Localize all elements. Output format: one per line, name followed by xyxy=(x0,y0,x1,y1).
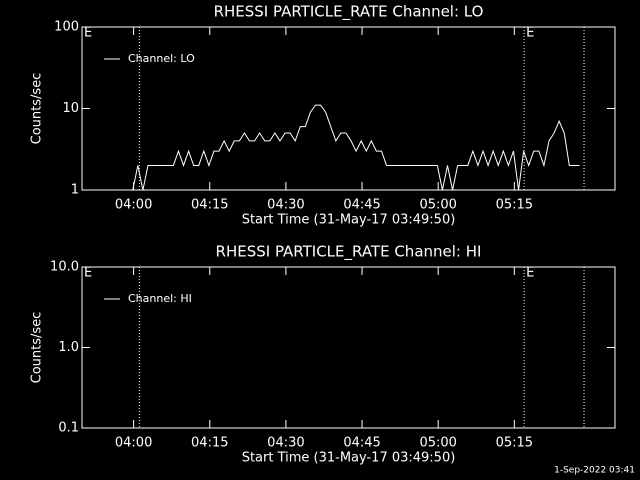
y-tick-label: 1.0 xyxy=(58,340,79,355)
x-axis-label: Start Time (31-May-17 03:49:50) xyxy=(242,213,456,228)
x-tick-label: 04:00 xyxy=(115,436,152,451)
x-tick-label: 04:45 xyxy=(343,436,380,451)
x-tick-label: 04:30 xyxy=(267,198,304,213)
y-tick-label: 0.1 xyxy=(58,421,79,436)
footer: 1-Sep-2022 03:41 xyxy=(554,466,635,476)
y-tick-label: 10.0 xyxy=(50,260,79,275)
x-tick-label: 04:45 xyxy=(343,198,380,213)
event-label: E xyxy=(526,266,534,281)
y-tick-label: 100 xyxy=(54,20,79,35)
y-axis-label: Counts/sec xyxy=(30,312,45,384)
event-label: E xyxy=(84,266,92,281)
x-tick-label: 05:15 xyxy=(496,436,533,451)
x-tick-label: 04:15 xyxy=(191,198,228,213)
data-line xyxy=(132,104,580,191)
x-tick-label: 05:15 xyxy=(496,198,533,213)
x-tick-label: 04:15 xyxy=(191,436,228,451)
legend-label: Channel: HI xyxy=(128,292,192,305)
x-tick-label: 04:30 xyxy=(267,436,304,451)
event-label: E xyxy=(84,26,92,41)
x-axis-label: Start Time (31-May-17 03:49:50) xyxy=(242,451,456,466)
x-tick-label: 04:00 xyxy=(115,198,152,213)
x-tick-label: 05:00 xyxy=(419,436,456,451)
legend-label: Channel: LO xyxy=(128,52,195,65)
y-tick-label: 10 xyxy=(62,101,79,116)
chart-title: RHESSI PARTICLE_RATE Channel: LO xyxy=(214,3,484,22)
y-tick-label: 1 xyxy=(71,183,79,198)
event-label: E xyxy=(526,26,534,41)
chart-title: RHESSI PARTICLE_RATE Channel: HI xyxy=(216,243,482,262)
x-tick-label: 05:00 xyxy=(419,198,456,213)
y-axis-label: Counts/sec xyxy=(30,73,45,145)
